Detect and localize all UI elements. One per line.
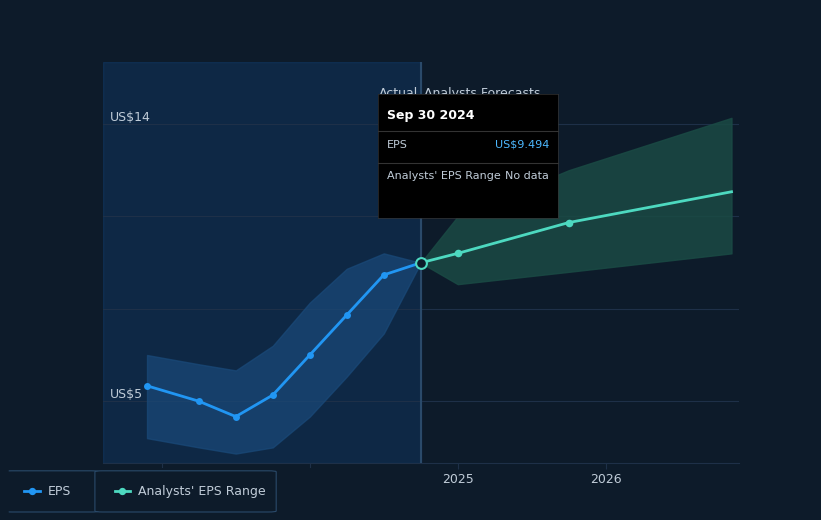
Text: Analysts' EPS Range: Analysts' EPS Range <box>387 171 501 181</box>
Text: US$14: US$14 <box>110 111 151 124</box>
Text: Analysts' EPS Range: Analysts' EPS Range <box>138 485 266 498</box>
Point <box>562 218 576 227</box>
Point <box>266 391 279 399</box>
Point <box>140 382 154 390</box>
Point <box>452 249 465 257</box>
Bar <box>103 62 421 463</box>
Text: US$9.494: US$9.494 <box>495 140 549 150</box>
Text: No data: No data <box>506 171 549 181</box>
Text: Analysts Forecasts: Analysts Forecasts <box>424 87 540 100</box>
Text: EPS: EPS <box>48 485 71 498</box>
FancyBboxPatch shape <box>4 471 99 512</box>
Point <box>116 487 129 496</box>
Point <box>303 351 316 359</box>
Point <box>192 397 205 406</box>
Text: Sep 30 2024: Sep 30 2024 <box>387 109 475 122</box>
Text: US$5: US$5 <box>110 388 143 401</box>
Point <box>377 271 390 279</box>
Text: EPS: EPS <box>387 140 407 150</box>
Point <box>415 258 428 267</box>
FancyBboxPatch shape <box>95 471 276 512</box>
Point <box>25 487 39 496</box>
Point <box>229 412 242 421</box>
Text: Actual: Actual <box>378 87 418 100</box>
Point <box>340 311 353 319</box>
